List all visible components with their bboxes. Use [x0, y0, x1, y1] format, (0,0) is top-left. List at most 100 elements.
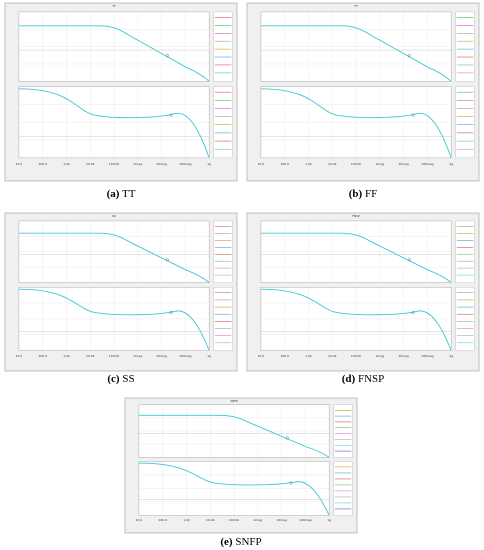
x-tick-label: 100.0k	[351, 162, 362, 166]
panel-title: SNFP	[230, 399, 238, 403]
phase-curve	[260, 288, 452, 351]
caption-text: SNFP	[235, 536, 261, 548]
legend-box	[455, 220, 475, 283]
caption: (d) FNSP	[342, 373, 385, 385]
x-tick-label: 100.0	[38, 354, 47, 358]
legend-box	[455, 11, 475, 82]
x-tick-label: 100.0	[158, 518, 167, 522]
x-tick-label: 1g	[449, 162, 453, 166]
cursor	[407, 54, 411, 58]
legend-box	[213, 11, 233, 82]
x-tick-label: 100meg	[421, 354, 433, 358]
x-tick-label: 1g	[327, 518, 331, 522]
cursor	[411, 113, 415, 117]
x-tick-label: 10meg	[276, 518, 287, 522]
screenshot: SS 10.0 100.0 1.0k 10.0k 100.0k 1meg 10meg 100me…	[4, 212, 238, 372]
x-tick-label: 10.0	[136, 518, 143, 522]
x-tick-label: 1g	[449, 354, 453, 358]
cursor	[411, 311, 415, 315]
x-tick-label: 1.0k	[183, 518, 190, 522]
cursor	[165, 54, 169, 58]
x-tick-label: 10meg	[156, 354, 167, 358]
screenshot: SNFP 10.0 100.0 1.0k 10.0k 100.0k 1meg 10meg 100…	[124, 397, 358, 534]
x-tick-label: 100meg	[179, 354, 191, 358]
x-tick-label: 1.0k	[63, 162, 70, 166]
x-tick-label: 1meg	[376, 354, 385, 358]
x-tick-label: 10meg	[156, 162, 167, 166]
screenshot: TT 10.0 100.0 1.0k 10.0k 100.0k 1meg 10meg 100me…	[4, 2, 238, 182]
x-tick-label: 10meg	[398, 162, 409, 166]
x-tick-label: 10.0	[16, 354, 23, 358]
legend-box	[333, 404, 353, 458]
cursor	[169, 113, 173, 117]
x-tick-label: 1g	[207, 354, 211, 358]
x-tick-label: 1.0k	[63, 354, 70, 358]
x-tick-label: 100meg	[421, 162, 433, 166]
caption: (e) SNFP	[220, 536, 261, 548]
x-tick-label: 10meg	[398, 354, 409, 358]
panel-title: FF	[354, 4, 358, 8]
x-tick-label: 10.0k	[86, 162, 95, 166]
x-tick-label: 100meg	[179, 162, 191, 166]
phase-curve	[18, 88, 210, 159]
phase-curve	[18, 288, 210, 351]
x-tick-label: 1.0k	[305, 162, 312, 166]
x-tick-label: 10.0k	[206, 518, 215, 522]
x-tick-label: 100.0	[38, 162, 47, 166]
caption-label: (d)	[342, 373, 356, 385]
x-tick-label: 100meg	[299, 518, 311, 522]
x-tick-label: 1meg	[134, 162, 143, 166]
cursor	[407, 258, 411, 262]
x-tick-label: 100.0k	[109, 354, 120, 358]
caption-text: SS	[122, 373, 134, 385]
cursor	[285, 436, 289, 440]
legend-box	[213, 287, 233, 351]
legend-box	[213, 86, 233, 159]
panel-title: SS	[112, 214, 116, 218]
caption: (a) TT	[107, 188, 136, 200]
x-tick-label: 100.0k	[109, 162, 120, 166]
magnitude-curve	[18, 232, 210, 283]
x-tick-label: 10.0	[258, 354, 265, 358]
x-tick-label: 100.0k	[229, 518, 240, 522]
x-tick-label: 10.0	[16, 162, 23, 166]
caption: (c) SS	[107, 373, 134, 385]
magnitude-curve	[260, 25, 452, 82]
x-tick-label: 10.0k	[328, 162, 337, 166]
legend-box	[455, 287, 475, 351]
screenshot: FF 10.0 100.0 1.0k 10.0k 100.0k 1meg 10meg 100me…	[246, 2, 480, 182]
x-tick-label: 10.0k	[86, 354, 95, 358]
x-tick-label: 1g	[207, 162, 211, 166]
caption-text: FF	[365, 188, 377, 200]
caption: (b) FF	[349, 188, 377, 200]
cursor	[289, 481, 293, 485]
magnitude-curve	[138, 414, 330, 458]
x-tick-label: 1.0k	[305, 354, 312, 358]
x-tick-label: 100.0k	[351, 354, 362, 358]
cursor	[165, 258, 169, 262]
caption-label: (b)	[349, 188, 363, 200]
phase-curve	[138, 462, 330, 516]
x-tick-label: 1meg	[376, 162, 385, 166]
magnitude-curve	[260, 232, 452, 283]
caption-text: TT	[122, 188, 136, 200]
x-tick-label: 10.0	[258, 162, 265, 166]
x-tick-label: 100.0	[280, 162, 289, 166]
caption-label: (c)	[107, 373, 120, 385]
screenshot: FNSP 10.0 100.0 1.0k 10.0k 100.0k 1meg 10meg 100…	[246, 212, 480, 372]
x-tick-label: 1meg	[254, 518, 263, 522]
panel-title: TT	[111, 4, 116, 8]
phase-curve	[260, 88, 452, 159]
x-tick-label: 100.0	[280, 354, 289, 358]
caption-label: (a)	[107, 188, 120, 200]
legend-box	[455, 86, 475, 159]
legend-box	[213, 220, 233, 283]
magnitude-curve	[18, 25, 210, 82]
cursor	[169, 311, 173, 315]
x-tick-label: 10.0k	[328, 354, 337, 358]
x-tick-label: 1meg	[134, 354, 143, 358]
caption-label: (e)	[220, 536, 233, 548]
panel-title: FNSP	[352, 214, 360, 218]
